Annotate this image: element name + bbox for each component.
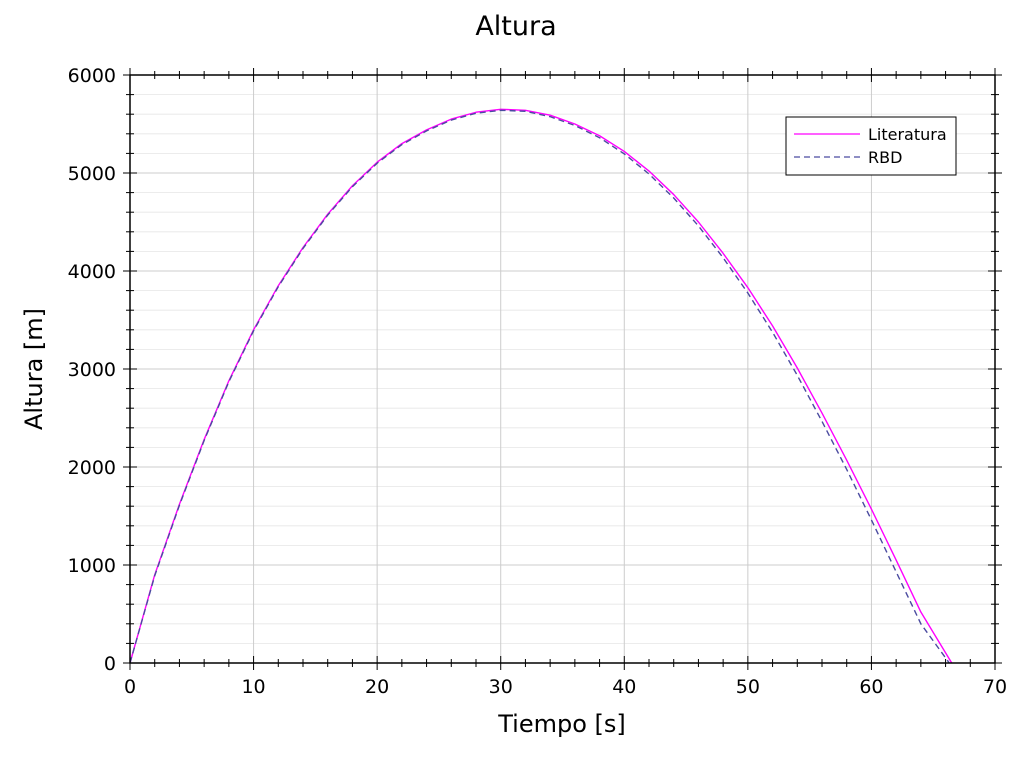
x-tick-label: 60 xyxy=(859,676,883,698)
x-tick-label: 70 xyxy=(983,676,1007,698)
legend-label-literatura: Literatura xyxy=(868,125,947,144)
y-tick-label: 0 xyxy=(104,653,116,675)
y-tick-label: 1000 xyxy=(68,555,116,577)
legend-label-rbd: RBD xyxy=(868,148,902,167)
y-tick-label: 3000 xyxy=(68,359,116,381)
y-tick-label: 2000 xyxy=(68,457,116,479)
y-tick-label: 5000 xyxy=(68,163,116,185)
y-tick-label: 6000 xyxy=(68,65,116,87)
y-tick-label: 4000 xyxy=(68,261,116,283)
ticks xyxy=(123,68,1002,670)
series-line-rbd xyxy=(129,109,950,664)
x-axis-label: Tiempo [s] xyxy=(497,710,626,738)
chart-title: Altura xyxy=(475,11,556,42)
series-layer xyxy=(129,108,953,664)
x-tick-label: 50 xyxy=(736,676,760,698)
grid xyxy=(130,75,995,663)
legend: Literatura RBD xyxy=(785,116,957,176)
y-axis-label: Altura [m] xyxy=(20,308,48,430)
legend-box xyxy=(785,116,957,176)
x-tick-label: 0 xyxy=(124,676,136,698)
x-tick-label: 20 xyxy=(365,676,389,698)
x-tick-label: 40 xyxy=(612,676,636,698)
x-tick-label: 30 xyxy=(489,676,513,698)
x-tick-label: 10 xyxy=(241,676,265,698)
tick-labels: 0 10 20 30 40 50 60 70 0 1000 2000 3000 4000 5000 6000 xyxy=(68,65,1007,698)
